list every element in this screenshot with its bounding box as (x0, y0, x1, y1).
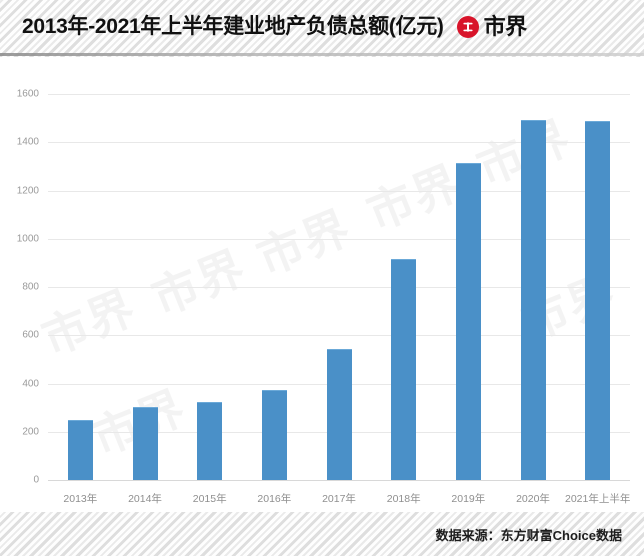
x-axis-tick-label: 2014年 (128, 493, 162, 505)
bar (455, 162, 481, 480)
gridline (48, 238, 630, 240)
bar (326, 349, 352, 480)
gridline (48, 94, 630, 95)
bar (261, 389, 287, 480)
gridline (48, 190, 630, 192)
bar (67, 420, 93, 480)
header-content: 2013年-2021年上半年建业地产负债总额(亿元) 市界 (0, 0, 644, 53)
x-axis-tick-label: 2015年 (192, 493, 227, 505)
x-axis-tick-label: 2021年上半年 (564, 493, 631, 505)
market-logo-icon (456, 15, 480, 39)
x-axis-tick-label: 2013年 (63, 493, 98, 505)
gridline (48, 287, 630, 288)
y-axis-tick-label: 1600 (16, 88, 39, 100)
x-axis-tick-label: 2019年 (451, 493, 486, 505)
header-bar: 2013年-2021年上半年建业地产负债总额(亿元) 市界 (0, 0, 644, 57)
page-title: 2013年-2021年上半年建业地产负债总额(亿元) (22, 15, 444, 38)
bar (391, 258, 417, 480)
footer-bar: 数据来源：东方财富Choice数据 (0, 512, 644, 556)
x-axis-tick-label: 2017年 (322, 493, 356, 505)
brand-lockup: 市界 (456, 15, 527, 39)
brand-name: 市界 (483, 13, 528, 39)
chart-canvas: 市界 市界 市界 市界 市界 市界 市界 0200400600800100012… (0, 57, 644, 512)
y-axis-tick-label: 1400 (16, 136, 39, 148)
gridline (48, 335, 630, 337)
x-axis-tick-label: 2018年 (386, 493, 421, 505)
y-axis-tick-label: 800 (22, 281, 39, 293)
bar (132, 407, 158, 480)
y-axis-tick-label: 200 (22, 426, 39, 438)
y-axis-tick-label: 1200 (16, 185, 39, 196)
header-divider (0, 53, 644, 56)
x-axis-tick-label: 2016年 (257, 493, 292, 505)
y-axis-tick-label: 1000 (16, 233, 39, 245)
gridline (48, 480, 630, 481)
bar (197, 401, 223, 480)
y-axis-tick-label: 0 (33, 474, 39, 486)
gridline (48, 142, 630, 144)
y-axis-tick-label: 600 (22, 329, 39, 341)
plot-area: 0 200 400 600 800 1000 1200 1400 1600 2013年 2014年… (17, 89, 631, 506)
bar (585, 121, 611, 480)
bar (520, 120, 546, 480)
x-axis-tick-label: 2020年 (516, 493, 550, 505)
source-note: 数据来源：东方财富Choice数据 (435, 527, 622, 543)
y-axis-tick-label: 400 (22, 378, 39, 389)
